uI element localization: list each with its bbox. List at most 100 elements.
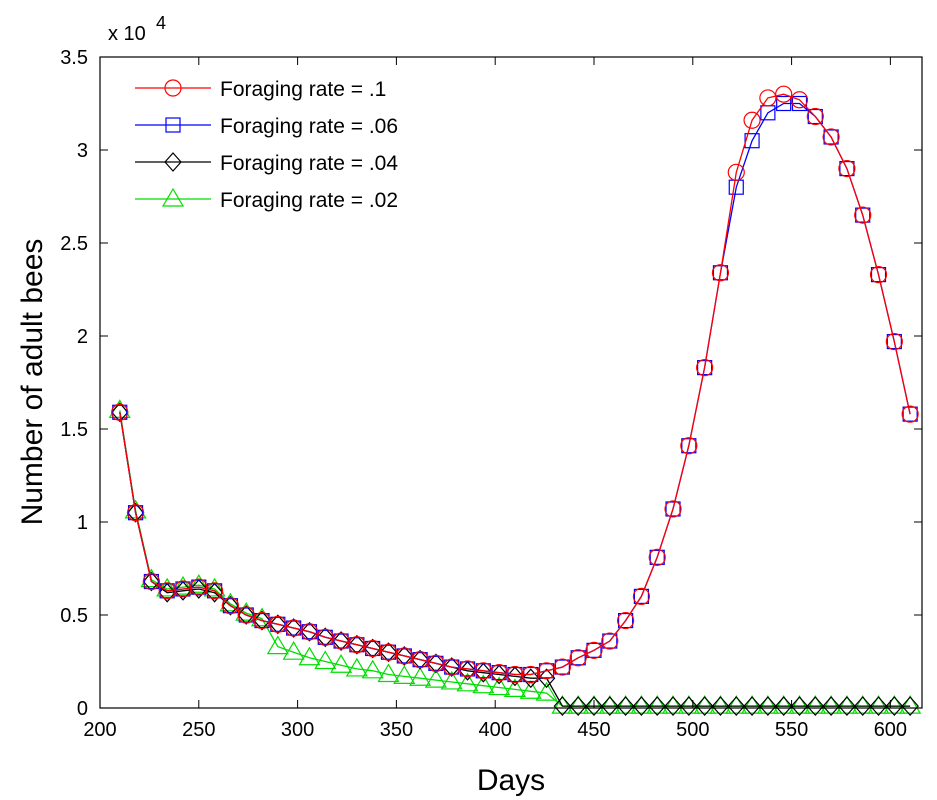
data-point [348,636,366,654]
data-point [456,672,479,692]
data-point [444,659,460,675]
data-point [693,694,716,714]
data-point [300,623,319,641]
y-tick-label: 3.5 [60,47,88,69]
data-point [756,694,779,714]
data-point [535,681,558,701]
y-tick-label: 1.5 [60,419,88,441]
data-point [822,128,840,146]
data-point [159,583,175,599]
data-point [551,694,574,714]
data-point [365,640,381,657]
data-point [127,505,144,521]
data-point [269,614,287,635]
data-point [379,642,398,663]
x-tick-label: 350 [380,719,413,741]
data-point [790,696,809,717]
data-point [396,648,412,664]
data-point [883,694,906,714]
data-point [569,696,587,717]
data-point [284,618,303,638]
data-point [695,696,714,717]
x-tick-label: 200 [83,719,116,741]
data-point [282,641,305,660]
data-point [316,628,334,646]
plot-series [108,85,922,717]
data-point [491,665,507,681]
data-point [822,696,840,717]
data-point [317,629,333,645]
data-point [869,266,888,284]
data-point [680,696,698,717]
data-point [361,659,384,679]
data-point [537,662,556,680]
data-point [411,651,429,669]
data-point [839,161,855,177]
data-point [804,694,827,714]
data-point [126,502,145,523]
data-point [788,694,811,714]
data-point [855,207,871,223]
data-point [442,657,461,677]
data-point [820,694,843,714]
data-point [646,694,669,714]
series-line [119,93,911,676]
data-point [725,694,748,714]
legend-entry: Foraging rate = .06 [135,115,398,138]
data-point [586,642,602,658]
data-point [614,694,637,714]
data-point [709,694,732,714]
data-point [567,694,590,714]
legend-entry: Foraging rate = .04 [135,152,398,175]
data-point [582,694,606,714]
legend-label: Foraging rate = .06 [220,115,398,138]
data-point [330,654,353,673]
data-point [901,405,919,423]
data-point [681,438,697,454]
data-point [316,627,335,648]
data-point [838,696,856,717]
data-point [585,696,603,717]
data-point [776,95,792,112]
legend-marker [165,117,181,133]
series-1 [111,85,919,684]
data-point [600,696,619,717]
data-point [409,667,432,686]
data-point [870,267,887,283]
data-point [363,638,382,659]
data-point [427,653,445,674]
data-point [664,696,682,717]
data-point [680,437,698,455]
data-point [630,694,653,714]
data-point [111,403,129,421]
y-axis-label: Number of adult bees [16,239,49,526]
data-point [286,620,302,636]
data-point [332,631,350,651]
data-point [743,111,761,129]
data-point [759,89,777,107]
data-point [412,652,428,668]
data-point [207,583,223,599]
legend: Foraging rate = .1 Foraging rate = .06 For… [135,78,398,212]
x-axis-label: Days [477,764,545,797]
data-point [266,635,289,655]
data-point [522,665,540,684]
data-point [380,644,397,660]
legend-label: Foraging rate = .1 [220,78,386,101]
data-point [696,359,714,377]
data-point [585,641,603,659]
data-point [902,406,918,422]
data-point [238,607,254,623]
data-point [377,663,400,683]
data-point [222,598,239,614]
x-tick-label: 450 [577,719,610,741]
data-point [665,501,681,517]
y-tick-label: 0 [77,698,88,720]
data-point [886,333,902,350]
data-point [298,646,321,666]
data-point [774,696,793,717]
data-point [727,163,745,181]
data-point [617,611,635,630]
data-point [393,665,416,684]
data-point [142,572,160,591]
